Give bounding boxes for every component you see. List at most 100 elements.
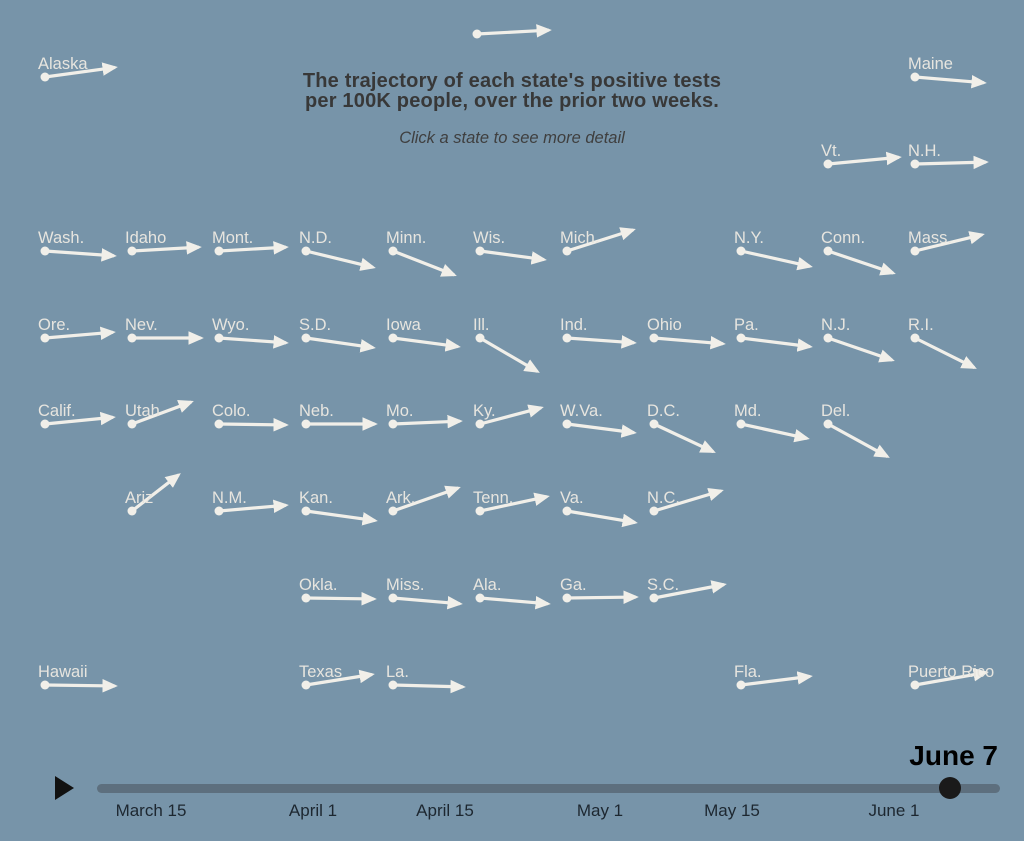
trajectory-arrow [565,335,637,349]
state-dot [388,593,398,603]
state-south-dakota[interactable]: S.D. [299,316,376,353]
state-delaware[interactable]: Del. [821,402,890,458]
state-dot [910,246,920,256]
state-pennsylvania[interactable]: Pa. [734,316,813,352]
state-dot [127,506,137,516]
state-dot [301,333,311,343]
state-dot [649,593,659,603]
state-north-carolina[interactable]: N.C. [647,487,724,516]
trajectory-arrow [478,595,551,610]
trajectory-arrow [739,336,813,352]
state-label: Fla. [734,663,762,681]
state-dot [40,419,50,429]
state-wisconsin[interactable]: Wis. [473,229,547,265]
state-idaho[interactable]: Idaho [125,229,202,256]
state-new-hampshire[interactable]: N.H. [908,142,989,170]
trajectory-arrow [826,249,896,276]
state-dot [388,246,398,256]
state-illinois[interactable]: Ill. [473,316,540,373]
state-label: La. [386,663,409,681]
state-louisiana[interactable]: La. [386,663,466,694]
state-arkansas[interactable]: Ark. [386,485,461,516]
timeline-slider-handle[interactable] [939,777,961,799]
state-georgia[interactable]: Ga. [560,576,639,604]
state-label: Ind. [560,316,588,334]
state-label: Ga. [560,576,587,594]
state-dot [214,246,224,256]
state-nevada[interactable]: Nev. [125,316,204,345]
state-arizona[interactable]: Ariz [125,473,181,516]
trajectory-arrow [478,404,544,426]
state-dot [823,333,833,343]
state-new-york[interactable]: N.Y. [734,229,813,271]
state-district-of-columbia[interactable]: D.C. [647,402,716,453]
state-label: Calif. [38,402,76,420]
state-label: Nev. [125,316,158,334]
state-label: Conn. [821,229,865,247]
state-minnesota[interactable]: Minn. [386,229,457,277]
state-nebraska[interactable]: Neb. [299,402,378,431]
state-label: Mont. [212,229,253,247]
trajectory-arrow [652,422,716,453]
state-label: Tenn. [473,489,513,507]
state-wyoming[interactable]: Wyo. [212,316,289,349]
state-utah[interactable]: Utah [125,400,194,429]
state-massachusetts[interactable]: Mass. [908,229,985,256]
state-puerto-rico[interactable]: Puerto Rico [908,663,994,690]
state-missouri[interactable]: Mo. [386,402,463,429]
state-dot [301,419,311,429]
state-ohio[interactable]: Ohio [647,316,726,350]
state-hawaii[interactable]: Hawaii [38,663,118,693]
state-tennessee[interactable]: Tenn. [473,489,550,516]
trajectory-arrow [652,335,726,350]
state-dot [910,72,920,82]
trajectory-arrow [391,595,463,610]
state-colorado[interactable]: Colo. [212,402,289,432]
timeline-slider-track[interactable] [97,784,1000,793]
state-new-mexico[interactable]: N.M. [212,489,289,516]
trajectory-arrow [217,418,289,432]
trajectory-arrow [826,151,902,166]
state-alaska[interactable]: Alaska [38,55,118,82]
trajectory-arrow [913,74,987,89]
state-arrow-map: Alaska Maine Vt. N.H. Wash. Idaho Mont. N.D. Min… [38,24,994,694]
state-connecticut[interactable]: Conn. [821,229,896,276]
state-dot [301,593,311,603]
timeline-tick-label: March 15 [115,801,187,820]
state-label: Wis. [473,229,505,247]
state-south-carolina[interactable]: S.C. [647,576,727,603]
state-west-virginia[interactable]: W.Va. [560,402,637,438]
state-oklahoma[interactable]: Okla. [299,576,377,606]
trajectory-arrow [478,249,547,265]
state-maryland[interactable]: Md. [734,402,810,443]
state-washington[interactable]: Wash. [38,229,117,262]
state-alabama[interactable]: Ala. [473,576,551,610]
state-oregon[interactable]: Ore. [38,316,116,343]
trajectory-arrow [304,336,376,353]
state-iowa[interactable]: Iowa [386,316,461,352]
state-vermont[interactable]: Vt. [821,142,902,169]
state-mississippi[interactable]: Miss. [386,576,463,610]
state-kentucky[interactable]: Ky. [473,402,544,429]
state-label: Neb. [299,402,334,420]
timeline-tick-label: April 1 [288,801,338,820]
state-label: Mo. [386,402,414,420]
state-michigan[interactable]: Mich. [560,227,636,256]
state-rhode-island[interactable]: R.I. [908,316,977,369]
play-icon[interactable] [55,776,74,800]
trajectory-arrow [652,580,727,600]
state-label: Ore. [38,316,70,334]
state-new-jersey[interactable]: N.J. [821,316,895,363]
state-virginia[interactable]: Va. [560,489,638,528]
state-california[interactable]: Calif. [38,402,116,429]
state-florida[interactable]: Fla. [734,663,813,690]
state-kansas[interactable]: Kan. [299,489,378,526]
state-indiana[interactable]: Ind. [560,316,637,349]
state-montana[interactable]: Mont. [212,229,289,256]
trajectory-arrow [304,592,377,606]
trajectory-arrow [304,669,375,687]
state-north-dakota[interactable]: N.D. [299,229,376,271]
legend-arrow [472,24,552,39]
state-texas[interactable]: Texas [299,663,375,690]
state-maine[interactable]: Maine [908,55,987,89]
